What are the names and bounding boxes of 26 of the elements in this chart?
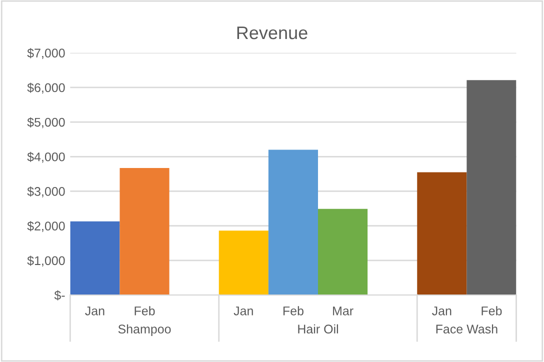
y-tick-label: $1,000 [27, 256, 65, 267]
x-tick-label: Jan [432, 306, 452, 316]
x-tick-label: Jan [85, 306, 104, 316]
y-tick-label: $2,000 [27, 221, 65, 232]
bar [120, 168, 170, 296]
bar [417, 172, 467, 296]
bar [318, 208, 368, 296]
bar [218, 230, 268, 296]
y-tick-label: $3,000 [27, 186, 65, 198]
text: Face Wash [436, 324, 498, 334]
x-tick-label: Feb [283, 306, 304, 316]
bar [268, 150, 318, 296]
x-tick-label: Jan [234, 306, 253, 316]
text: Hair Oil [298, 324, 338, 334]
bar [466, 80, 516, 296]
y-tick-label: $6,000 [27, 82, 65, 94]
y-tick-label: $4,000 [27, 152, 65, 163]
y-tick-label: $7,000 [27, 48, 65, 59]
x-tick-label: Mar [333, 306, 354, 316]
x-tick-label: Feb [482, 306, 502, 316]
x-tick-label: Feb [134, 306, 155, 316]
bar [70, 221, 120, 296]
y-tick-label: $5,000 [27, 117, 65, 128]
chart-title: Revenue [237, 26, 308, 40]
text: Shampoo [118, 324, 171, 336]
y-tick-label: $- [54, 290, 65, 300]
